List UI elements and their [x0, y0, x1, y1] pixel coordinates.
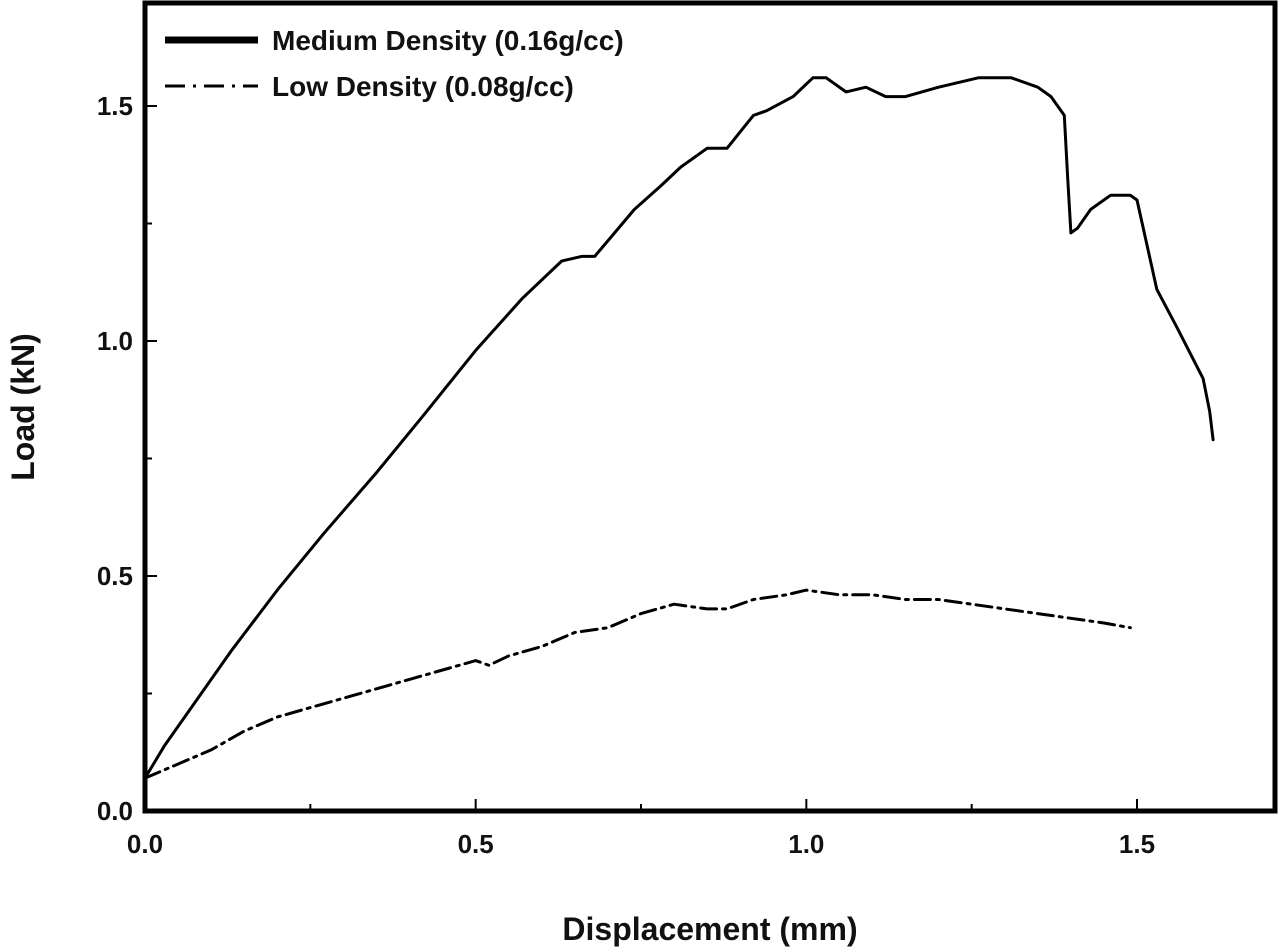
- legend-label-low-density: Low Density (0.08g/cc): [272, 71, 574, 102]
- x-axis-title: Displacement (mm): [562, 911, 857, 947]
- x-tick-label: 0.0: [127, 829, 163, 859]
- plot-frame: [142, 0, 1278, 814]
- y-tick-label: 0.0: [97, 796, 133, 826]
- y-tick-label: 0.5: [97, 561, 133, 591]
- series-line-low-density: [143, 588, 1132, 780]
- y-axis-title: Load (kN): [5, 333, 41, 481]
- x-tick-label: 1.0: [788, 829, 824, 859]
- legend-label-medium-density: Medium Density (0.16g/cc): [272, 25, 624, 56]
- x-tick-label: 0.5: [458, 829, 494, 859]
- y-tick-label: 1.5: [97, 91, 133, 121]
- series-line-medium-density: [143, 76, 1215, 780]
- x-tick-label: 1.5: [1119, 829, 1155, 859]
- y-tick-label: 1.0: [97, 326, 133, 356]
